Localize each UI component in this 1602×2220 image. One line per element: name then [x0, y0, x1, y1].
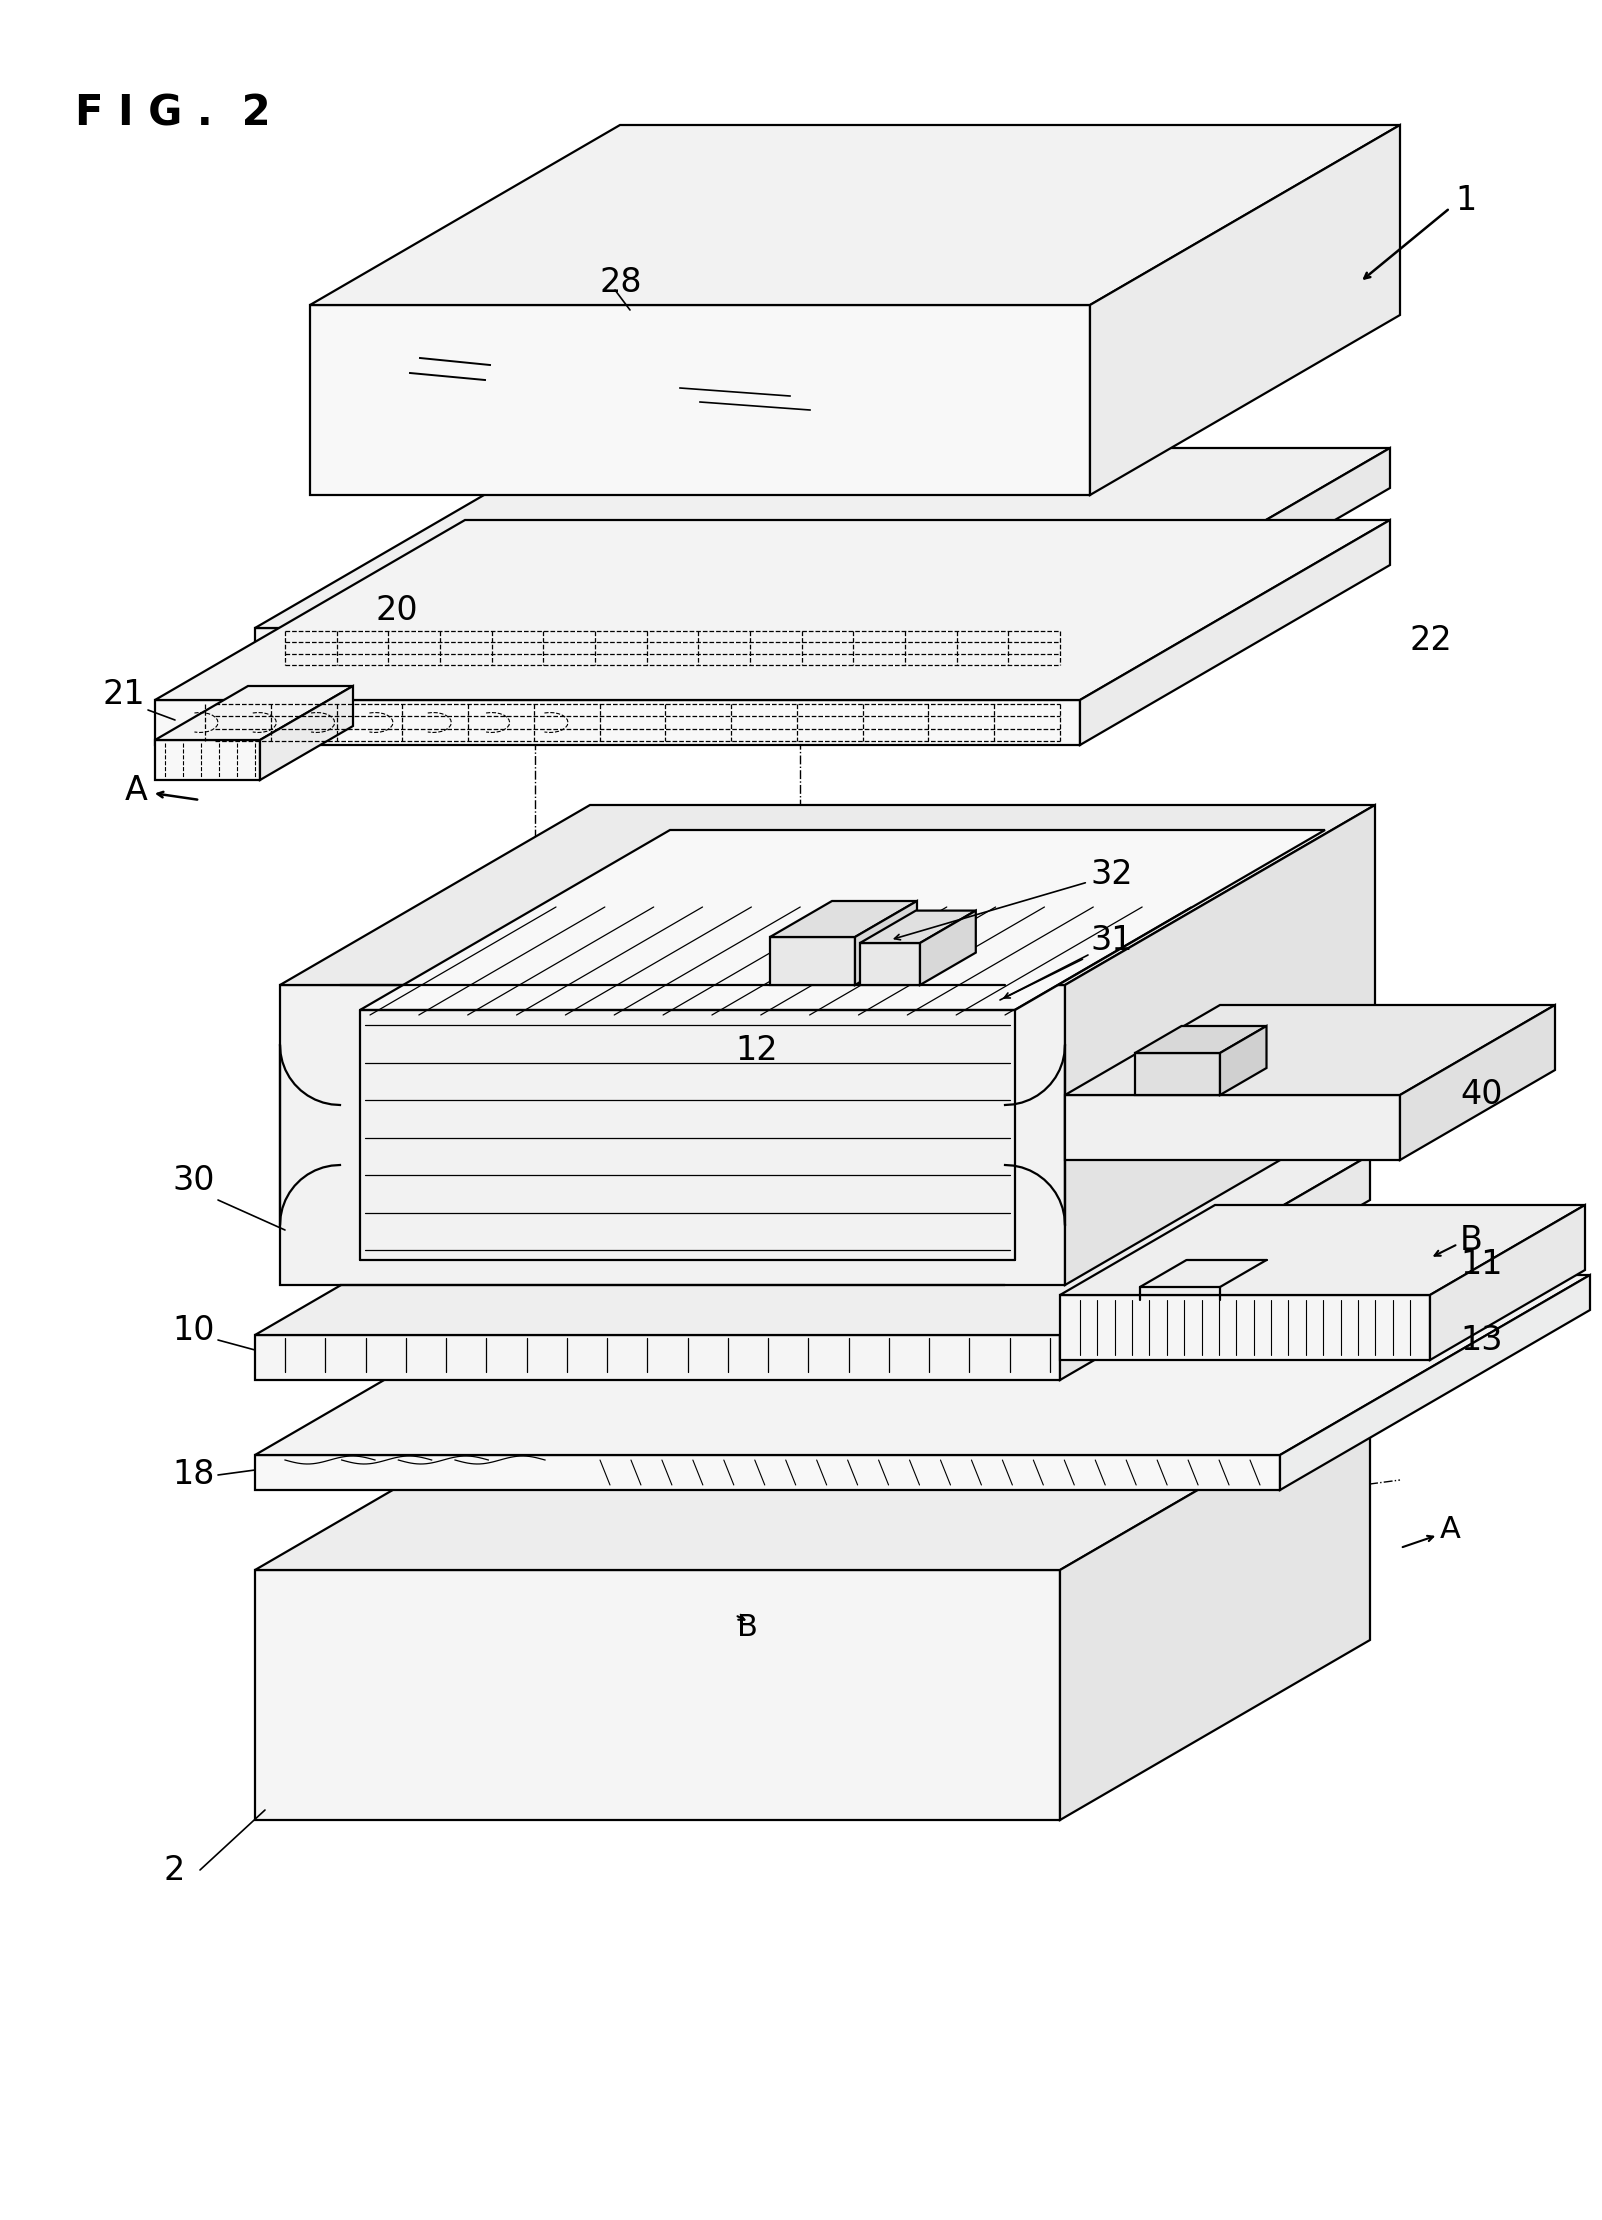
Polygon shape [1080, 448, 1391, 668]
Polygon shape [1221, 1026, 1267, 1094]
Polygon shape [155, 699, 1080, 746]
Polygon shape [155, 686, 352, 739]
Polygon shape [855, 901, 916, 986]
Polygon shape [155, 739, 260, 779]
Polygon shape [920, 910, 976, 986]
Polygon shape [771, 901, 916, 937]
Text: 22: 22 [1410, 624, 1453, 657]
Text: 10: 10 [173, 1314, 215, 1348]
Text: F I G .  2: F I G . 2 [75, 91, 271, 133]
Polygon shape [255, 628, 1080, 668]
Text: A: A [125, 773, 147, 806]
Polygon shape [155, 519, 1391, 699]
Text: 28: 28 [601, 266, 642, 297]
Text: 31: 31 [1089, 924, 1133, 957]
Polygon shape [311, 304, 1089, 495]
Polygon shape [311, 124, 1400, 304]
Text: 21: 21 [103, 679, 146, 710]
Polygon shape [1065, 1094, 1400, 1161]
Polygon shape [255, 448, 1391, 628]
Polygon shape [1134, 1026, 1267, 1052]
Polygon shape [280, 986, 1065, 1285]
Polygon shape [255, 1274, 1591, 1454]
Polygon shape [1065, 1006, 1556, 1094]
Polygon shape [255, 1454, 1280, 1490]
Polygon shape [255, 1334, 1061, 1381]
Polygon shape [1400, 1006, 1556, 1161]
Polygon shape [360, 830, 1325, 1010]
Polygon shape [255, 1570, 1061, 1820]
Polygon shape [1061, 1154, 1370, 1381]
Polygon shape [1061, 1205, 1584, 1294]
Polygon shape [1061, 1294, 1431, 1361]
Polygon shape [1134, 1052, 1221, 1094]
Polygon shape [280, 806, 1375, 986]
Text: 2: 2 [163, 1854, 184, 1887]
Polygon shape [260, 686, 352, 779]
Text: 13: 13 [1459, 1323, 1503, 1356]
Text: 40: 40 [1459, 1079, 1503, 1112]
Polygon shape [1089, 124, 1400, 495]
Text: 18: 18 [173, 1459, 215, 1492]
Polygon shape [1061, 1390, 1370, 1820]
Polygon shape [1280, 1274, 1591, 1490]
Polygon shape [255, 1390, 1370, 1570]
Polygon shape [255, 1154, 1370, 1334]
Polygon shape [860, 910, 976, 944]
Text: 32: 32 [1089, 859, 1133, 892]
Text: B: B [1459, 1223, 1483, 1257]
Polygon shape [1065, 806, 1375, 1285]
Text: A: A [1440, 1516, 1461, 1545]
Text: 11: 11 [1459, 1248, 1503, 1281]
Text: 20: 20 [375, 593, 418, 626]
Text: B: B [737, 1614, 758, 1643]
Text: 12: 12 [735, 1035, 777, 1066]
Polygon shape [1431, 1205, 1584, 1361]
Polygon shape [860, 944, 920, 986]
Polygon shape [771, 937, 855, 986]
Text: 30: 30 [173, 1163, 215, 1197]
Text: 1: 1 [1455, 184, 1477, 218]
Polygon shape [1080, 519, 1391, 746]
